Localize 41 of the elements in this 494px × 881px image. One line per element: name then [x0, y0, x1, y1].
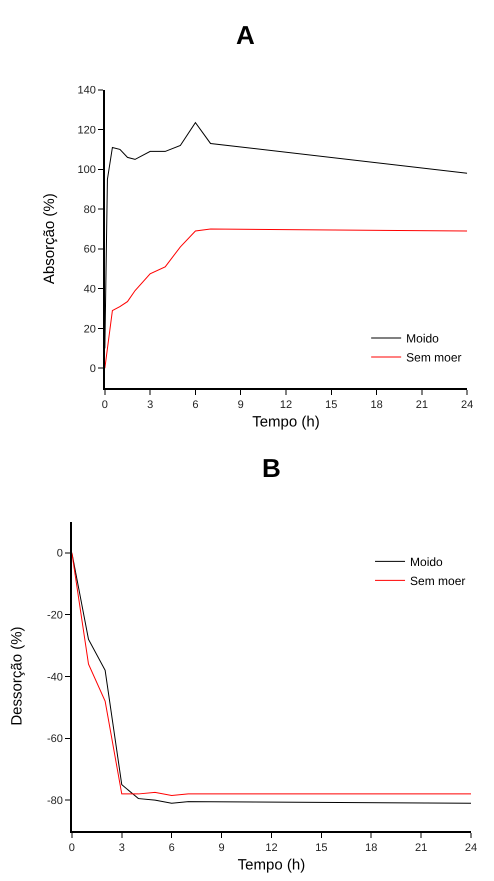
x-tick-label: 12 [265, 842, 278, 854]
y-tick-label: 140 [78, 84, 96, 97]
x-tick-label: 0 [102, 399, 108, 412]
legend-label: Sem moer [406, 350, 462, 365]
x-tick-label: 21 [415, 842, 428, 854]
x-tick-label: 12 [280, 399, 292, 412]
chart-title: B [262, 453, 281, 483]
y-tick-label: 40 [84, 284, 96, 296]
x-tick-label: 6 [192, 399, 198, 412]
y-axis-title: Dessorção (%) [8, 626, 26, 726]
x-tick-label: 15 [325, 399, 338, 412]
x-tick-label: 15 [315, 842, 328, 854]
x-tick-label: 24 [464, 842, 478, 854]
y-tick-label: -60 [47, 733, 63, 746]
x-tick-label: 0 [68, 842, 75, 854]
x-tick-label: 9 [238, 399, 244, 412]
y-tick-label: 0 [90, 363, 96, 376]
y-tick-label: 20 [84, 323, 96, 336]
legend-label: Moido [410, 555, 444, 570]
chart-title: A [236, 20, 255, 50]
y-tick-label: 80 [84, 204, 96, 216]
y-tick-label: -80 [47, 794, 63, 807]
x-tick-label: 24 [461, 399, 474, 412]
legend-label: Moido [406, 332, 440, 346]
x-tick-label: 18 [370, 399, 383, 412]
x-axis-title: Tempo (h) [238, 856, 306, 874]
y-tick-label: 0 [56, 548, 63, 560]
y-tick-label: -40 [47, 671, 63, 684]
y-axis-title: Absorção (%) [41, 193, 58, 284]
y-tick-label: -20 [47, 609, 63, 622]
x-tick-label: 9 [218, 842, 225, 854]
x-tick-label: 3 [147, 399, 154, 412]
y-tick-label: 60 [84, 244, 96, 256]
x-tick-label: 3 [118, 842, 125, 854]
legend-label: Sem moer [410, 574, 466, 588]
x-tick-label: 6 [168, 842, 175, 854]
y-tick-label: 100 [78, 164, 96, 176]
y-tick-label: 120 [78, 124, 96, 136]
x-axis-title: Tempo (h) [252, 414, 320, 431]
x-tick-label: 21 [416, 399, 428, 412]
x-tick-label: 18 [365, 842, 378, 854]
